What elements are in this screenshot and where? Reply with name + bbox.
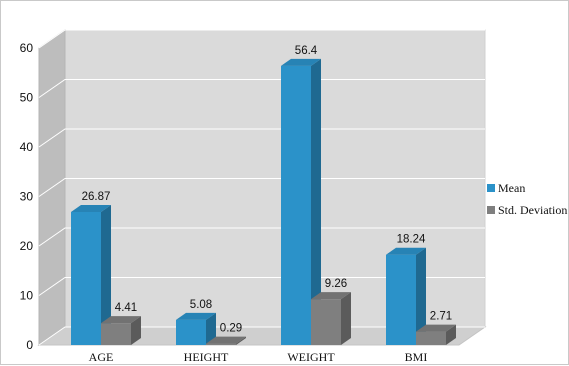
bar-1-front <box>311 299 341 345</box>
data-label: 0.29 <box>220 323 242 335</box>
y-axis-ticks: 0 10 20 30 40 50 60 <box>20 41 34 352</box>
x-axis-categories: AGE HEIGHT WEIGHT BMI <box>89 350 428 364</box>
bar-1-front <box>206 343 236 345</box>
bar-0-front <box>176 319 206 345</box>
data-label: 5.08 <box>190 299 212 311</box>
bar-0-top <box>386 247 426 255</box>
bar-1-side <box>236 336 246 345</box>
legend-label-std-deviation: Std. Deviation <box>498 202 568 217</box>
bar-0-side <box>311 58 321 345</box>
legend-item-std-deviation: Std. Deviation <box>487 199 567 221</box>
bar-0-side <box>101 204 111 345</box>
gridline <box>38 29 485 49</box>
bar-0-top <box>176 312 216 320</box>
bar-0-side <box>206 312 216 345</box>
bar-1-top <box>416 324 456 332</box>
bar-1-front <box>416 331 446 345</box>
bar-0-front <box>386 254 416 345</box>
bar-0-top <box>281 58 321 66</box>
data-label: 56.4 <box>295 45 318 57</box>
bar-0-side <box>416 247 426 345</box>
bars <box>71 58 456 345</box>
data-label: 4.41 <box>115 302 137 314</box>
legend-swatch-std-deviation <box>487 206 495 214</box>
y-tick-label: 10 <box>20 289 34 303</box>
gridline <box>38 227 485 247</box>
legend-item-mean: Mean <box>487 177 567 199</box>
bar-1-side <box>131 316 141 345</box>
data-label: 2.71 <box>430 311 452 323</box>
bar-1-top <box>311 292 351 300</box>
y-tick-label: 20 <box>20 239 34 253</box>
y-tick-label: 0 <box>26 338 33 352</box>
x-category-label: AGE <box>89 350 114 364</box>
bar-1-front <box>101 323 131 345</box>
bar-1-top <box>101 316 141 324</box>
bar-0-front <box>71 211 101 345</box>
x-category-label: HEIGHT <box>184 350 229 364</box>
y-tick-label: 60 <box>20 41 34 55</box>
bar-1-side <box>446 324 456 345</box>
bar-1-side <box>341 292 351 345</box>
data-labels: 26.87 4.41 5.08 0.29 56.4 9.26 18.24 2.71 <box>82 45 453 335</box>
bar-0-top <box>71 204 111 212</box>
x-category-label: WEIGHT <box>287 350 335 364</box>
gridline <box>38 277 485 296</box>
y-tick-label: 40 <box>20 140 34 154</box>
gridline <box>38 79 485 98</box>
legend-label-mean: Mean <box>498 180 526 195</box>
legend: Mean Std. Deviation <box>487 177 567 221</box>
x-category-label: BMI <box>405 350 428 364</box>
gridlines <box>38 29 485 346</box>
gridline <box>38 128 485 148</box>
y-tick-label: 50 <box>20 91 34 105</box>
bar-1-top <box>206 336 246 344</box>
data-label: 9.26 <box>325 278 347 290</box>
gridline <box>38 178 485 197</box>
data-label: 18.24 <box>397 234 426 246</box>
legend-swatch-mean <box>487 184 495 192</box>
data-label: 26.87 <box>82 191 111 203</box>
bar-0-front <box>281 65 311 345</box>
y-tick-label: 30 <box>20 190 34 204</box>
